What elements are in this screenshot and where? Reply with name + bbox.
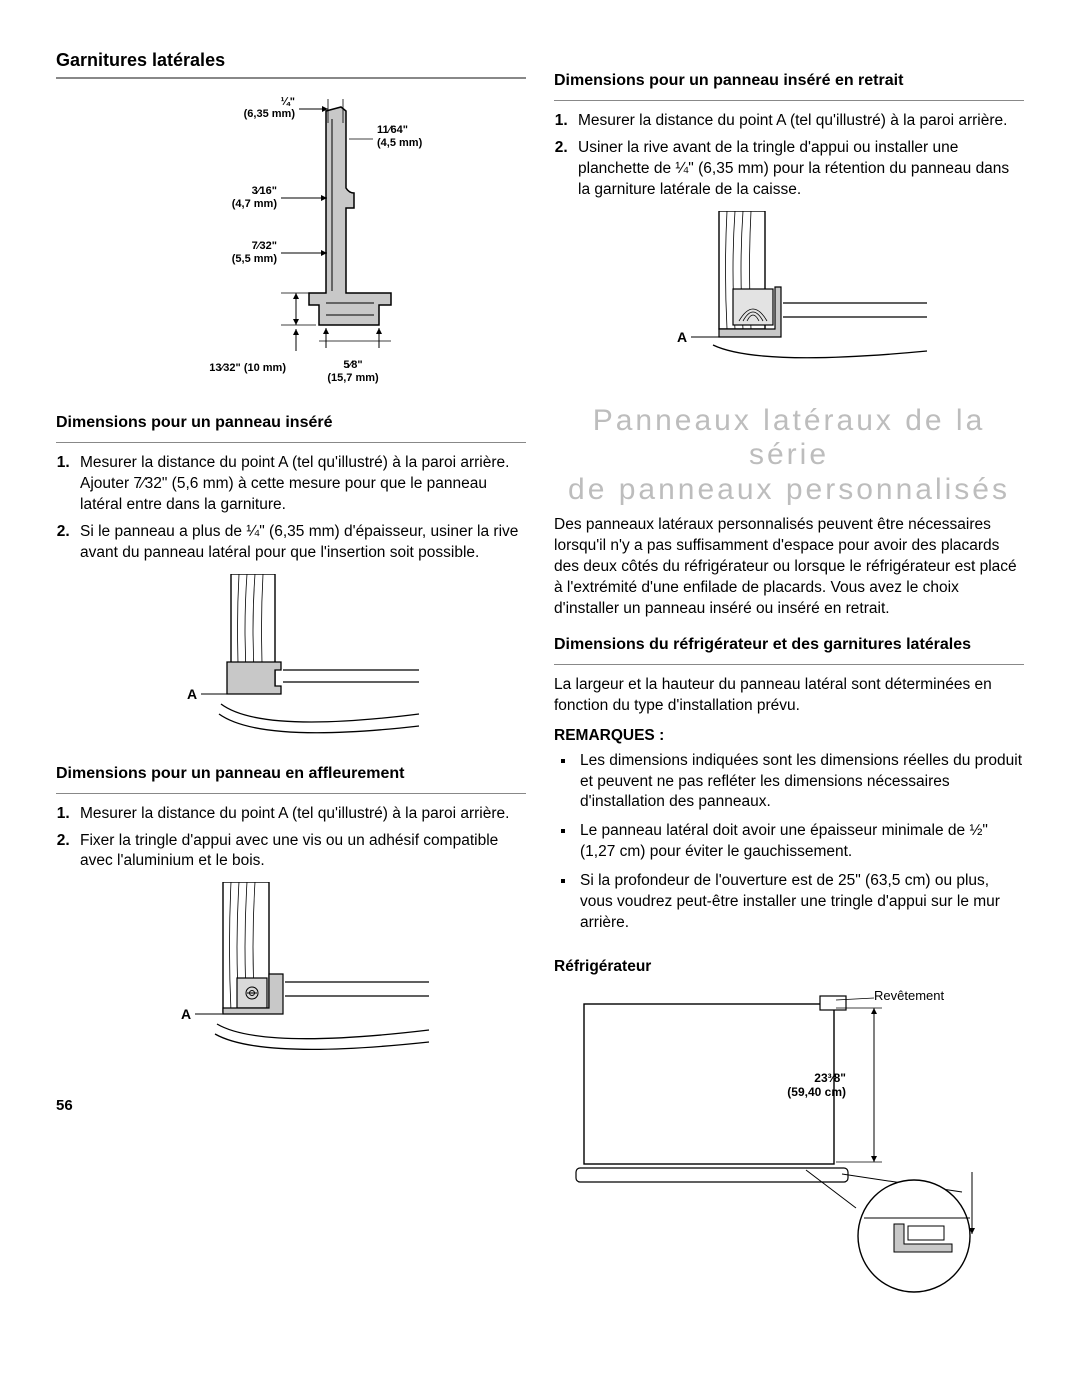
dim-d1: ¼" (281, 96, 295, 108)
rule (554, 664, 1024, 665)
step: Mesurer la distance du point A (tel qu'i… (572, 111, 1024, 132)
dim-d5: 13⁄32" (10 mm) (209, 362, 286, 374)
step: Si le panneau a plus de ¼" (6,35 mm) d'é… (74, 522, 526, 564)
rule (56, 77, 526, 79)
figure-refrigerator: Revêtement 23³⁄8" (59,40 cm) (574, 986, 1024, 1301)
remarks-label: REMARQUES : (554, 727, 1024, 745)
heading-garnitures: Garnitures latérales (56, 50, 526, 71)
note: Si la profondeur de l'ouverture est de 2… (576, 871, 1024, 934)
dim-d3m: (4,7 mm) (232, 198, 278, 210)
section-title-custom-panels: Panneaux latéraux de la série de panneau… (554, 404, 1024, 508)
steps-retrait: Mesurer la distance du point A (tel qu'i… (572, 111, 1024, 201)
label-revetement: Revêtement (874, 988, 944, 1003)
left-column: Garnitures latérales ¼" (6,35 mm) (56, 50, 526, 1315)
note: Le panneau latéral doit avoir une épaiss… (576, 821, 1024, 863)
note: Les dimensions indiquées sont les dimens… (576, 751, 1024, 814)
step: Fixer la tringle d'appui avec une vis ou… (74, 831, 526, 873)
dim-d2: 11⁄64" (377, 124, 408, 136)
dim-height: 23³⁄8" (814, 1071, 846, 1085)
label-A: A (187, 686, 197, 702)
label-A: A (677, 329, 687, 345)
steps-insere: Mesurer la distance du point A (tel qu'i… (74, 453, 526, 564)
dim-d6: 5⁄8" (343, 359, 362, 371)
heading-refrigerator: Réfrigérateur (554, 958, 1024, 976)
remarks-list: Les dimensions indiquées sont les dimens… (576, 751, 1024, 934)
dim-d4m: (5,5 mm) (232, 253, 278, 265)
dim-d6m: (15,7 mm) (327, 372, 379, 384)
dim-d2m: (4,5 mm) (377, 137, 423, 149)
rule (56, 793, 526, 794)
figure-affleurement: A (56, 882, 526, 1067)
heading-dims: Dimensions du réfrigérateur et des garni… (554, 636, 1024, 654)
label-A: A (181, 1006, 191, 1022)
intro-paragraph: Des panneaux latéraux personnalisés peuv… (554, 515, 1024, 620)
dim-d3: 3⁄16" (252, 185, 277, 197)
steps-affleur: Mesurer la distance du point A (tel qu'i… (74, 804, 526, 873)
heading-retrait: Dimensions pour un panneau inséré en ret… (554, 72, 1024, 90)
figure-trim-profile: ¼" (6,35 mm) 11⁄64" (4,5 mm) 3⁄16" (4,7 … (56, 93, 526, 398)
dim-d1m: (6,35 mm) (244, 108, 296, 120)
rule (554, 100, 1024, 101)
figure-retrait: A (554, 211, 1024, 376)
heading-insere: Dimensions pour un panneau inséré (56, 414, 526, 432)
figure-insere: A (56, 574, 526, 749)
title-line-1: Panneaux latéraux de la série (593, 404, 986, 472)
heading-affleurement: Dimensions pour un panneau en affleureme… (56, 765, 526, 783)
step: Mesurer la distance du point A (tel qu'i… (74, 804, 526, 825)
step: Mesurer la distance du point A (tel qu'i… (74, 453, 526, 516)
title-line-2: de panneaux personnalisés (568, 473, 1010, 506)
step: Usiner la rive avant de la tringle d'app… (572, 138, 1024, 201)
right-column: Dimensions pour un panneau inséré en ret… (554, 50, 1024, 1315)
dims-body: La largeur et la hauteur du panneau laté… (554, 675, 1024, 717)
dim-d4: 7⁄32" (252, 240, 277, 252)
page-number: 56 (56, 1097, 526, 1114)
dim-height-m: (59,40 cm) (787, 1085, 846, 1099)
rule (56, 442, 526, 443)
